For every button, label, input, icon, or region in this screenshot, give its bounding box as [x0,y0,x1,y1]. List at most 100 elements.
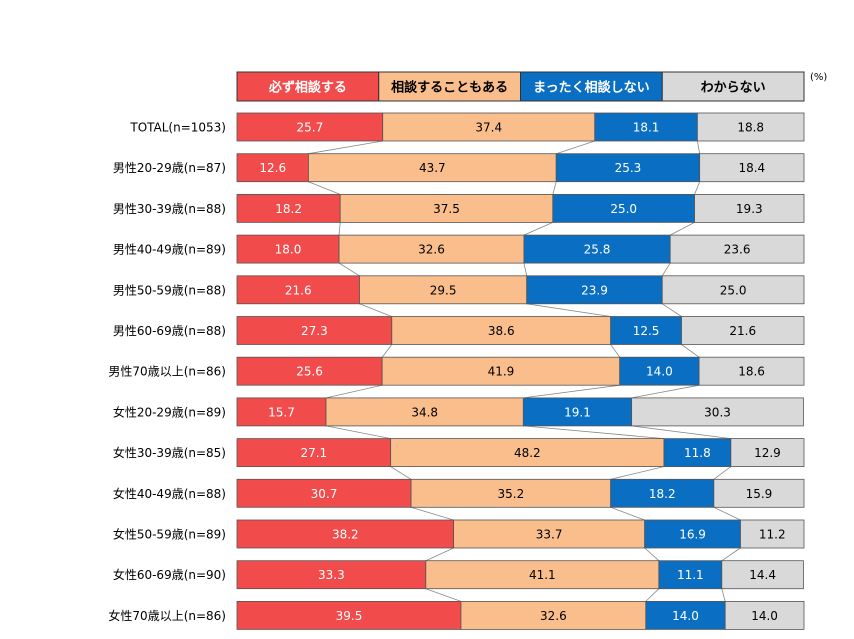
data-label: 14.0 [646,365,673,379]
bar-segment [681,316,805,345]
bar-segment [661,275,805,305]
data-label: 21.6 [285,283,312,297]
data-label: 18.6 [738,365,765,379]
category-label: 男性30-39歳(n=88) [113,202,226,216]
bar-segment [410,478,612,508]
legend-label: 必ず相談する [268,80,347,96]
bar-segment [610,316,682,345]
data-label: 25.6 [296,365,323,379]
data-label: 30.7 [311,487,338,501]
series-line [713,466,732,480]
data-label: 37.5 [433,202,460,216]
bar-segment [594,112,698,142]
category-label: 男性50-59歳(n=88) [113,283,226,297]
series-line [697,140,701,154]
category-label: 男性70歳以上(n=86) [108,365,226,379]
bar-segment [724,601,805,630]
bar-segment [730,438,805,468]
data-label: 25.0 [610,202,637,216]
legend-swatch [661,71,805,102]
data-label: 21.6 [729,324,756,338]
bar-segment [236,519,454,549]
series-line [610,506,645,521]
bar-segment [552,193,695,223]
data-label: 18.1 [633,121,660,135]
bar-segment [699,153,805,183]
bar-row: 33.3 41.1 11.1 14.4 [236,560,804,590]
unit-label: (%) [810,72,827,83]
data-label: 25.8 [584,243,611,257]
data-label: 33.3 [318,568,345,582]
bars: 25.7 37.4 18.1 18.8 12.6 43.7 25.3 18.4 18.2 37.5… [236,112,805,630]
bar-segment [631,397,804,427]
series-line [308,181,341,195]
series-line [721,547,741,562]
legend: 必ず相談する 相談することもある まったく相談しない わからない [236,71,805,102]
data-label: 14.0 [672,609,699,623]
bar-row: 27.1 48.2 11.8 12.9 [236,438,805,468]
series-line [381,344,393,358]
data-label: 38.2 [332,528,359,542]
series-line [645,588,660,602]
bar-segment [460,601,647,630]
series-line [526,303,611,317]
bar-segment [236,397,327,427]
data-label: 12.9 [754,446,781,460]
data-label: 11.8 [684,446,711,460]
series-line [644,547,660,561]
data-label: 48.2 [514,446,541,460]
bar-segment [236,356,383,386]
data-label: 15.7 [268,405,295,419]
category-label: 男性20-29歳(n=87) [113,161,226,175]
data-label: 15.9 [746,487,773,501]
category-label: 女性30-39歳(n=85) [113,445,226,460]
bar-segment [325,397,524,427]
bar-segment [236,560,427,590]
series-line [556,140,595,155]
bar-segment [236,601,462,630]
data-label: 11.2 [759,528,786,542]
data-label: 41.9 [488,365,515,379]
bar-segment [523,234,671,264]
bar-segment [697,112,805,142]
bar-segment [713,478,805,508]
bar-segment [425,560,660,590]
data-label: 23.6 [724,243,751,257]
series-line [713,506,741,521]
data-label: 18.0 [275,243,302,257]
bar-segment [339,193,554,223]
bar-segment [619,356,700,386]
series-line [325,425,391,439]
series-line [410,506,454,521]
category-label: 女性50-59歳(n=89) [113,527,226,542]
category-label: 女性70歳以上(n=86) [108,608,226,623]
data-label: 19.3 [736,202,763,216]
category-label: 女性40-49歳(n=88) [113,486,226,501]
bar-segment [694,193,805,223]
data-label: 18.4 [738,161,765,175]
data-label: 25.3 [615,161,642,175]
bar-row: 27.3 38.6 12.5 21.6 [236,316,805,345]
bar-segment [236,153,309,183]
legend-label: わからない [701,81,766,96]
series-line [523,222,553,236]
data-label: 14.4 [749,568,776,582]
category-labels: TOTAL(n=1053) 男性20-29歳(n=87) 男性30-39歳(n=88… [108,121,226,623]
bar-segment [740,519,805,549]
data-label: 32.6 [418,243,445,257]
bar-segment [663,438,732,468]
bar-row: 12.6 43.7 25.3 18.4 [236,153,805,183]
bar-segment [338,234,525,264]
data-label: 34.8 [411,405,438,419]
data-label: 41.1 [529,568,556,582]
series-line [523,384,620,399]
series-line [631,384,700,399]
bar-segment [308,153,557,183]
bar-row: 38.2 33.7 16.9 11.2 [236,519,805,549]
series-line [631,425,731,439]
category-label: 女性60-69歳(n=90) [113,567,226,582]
series-line [552,181,557,195]
series-line [610,344,621,358]
bar-segment [359,275,528,305]
